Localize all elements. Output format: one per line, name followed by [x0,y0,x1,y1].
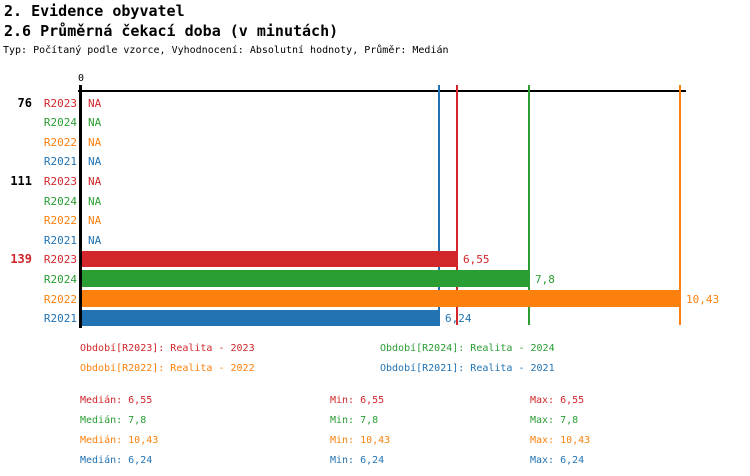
chart-row: R2024 NA [0,191,750,211]
page-title: 2. Evidence obyvatel [4,2,185,20]
na-value: NA [88,174,102,188]
na-value: NA [88,194,102,208]
na-value: NA [88,233,102,247]
na-value: NA [88,155,102,169]
chart-row: 76 R2023 NA [0,93,750,113]
na-value: NA [88,116,102,130]
group-label: 139 [10,252,32,267]
legend-item-R2021: Období[R2021]: Realita - 2021 [380,362,555,374]
axis-zero-label: 0 [77,73,85,84]
series-label: R2022 [43,292,77,306]
series-label: R2024 [43,194,77,208]
gridline-R2024 [527,85,530,325]
na-value: NA [88,135,102,149]
na-value: NA [88,96,102,110]
legend-item-R2022: Období[R2022]: Realita - 2022 [80,362,255,374]
stat-max-R2023: Max: 6,55 [530,395,585,406]
series-label: R2023 [43,96,77,110]
chart-row: 139 R2023 6,55 [0,249,750,269]
bar-R2023 [82,250,458,268]
series-label: R2023 [43,174,77,188]
chart-row: R2022 NA [0,210,750,230]
series-label: R2022 [43,214,77,228]
stat-median-R2023: Medián: 6,55 [80,395,153,406]
chart-row: R2021 NA [0,230,750,250]
gridline-R2021 [438,85,441,325]
bar-R2021 [82,309,440,327]
stat-median-R2024: Medián: 7,8 [80,414,147,426]
chart-row: R2021 NA [0,151,750,171]
series-label: R2024 [43,116,77,130]
chart-row: R2024 7,8 [0,269,750,289]
bar-R2022 [82,290,681,307]
na-value: NA [88,214,102,228]
series-label: R2024 [43,272,77,286]
chart-title: 2.6 Průměrná čekací doba (v minutách) [4,22,339,40]
group-label: 76 [17,95,32,110]
series-label: R2022 [43,135,77,149]
axis-line-horizontal [78,90,686,92]
chart-meta: Typ: Počítaný podle vzorce, Vyhodnocení:… [3,45,449,56]
bar-chart: 0 76 R2023 NA R2024 NA R2022 NA R2021 NA 111 R2023… [0,73,750,328]
chart-row: R2021 6,24 [0,308,750,328]
stat-median-R2021: Medián: 6,24 [80,454,153,466]
axis-line-vertical [79,85,82,328]
stat-max-R2021: Max: 6,24 [530,454,585,466]
bar-value-label: 7,8 [535,272,555,286]
series-label: R2021 [43,312,77,326]
chart-row: 111 R2023 NA [0,171,750,191]
gridline-R2022 [678,85,681,325]
bar-value-label: 10,43 [686,292,720,306]
stat-min-R2022: Min: 10,43 [330,434,391,446]
series-label: R2021 [43,233,77,247]
stat-max-R2024: Max: 7,8 [530,414,579,426]
stat-median-R2022: Medián: 10,43 [80,434,159,446]
chart-row: R2024 NA [0,112,750,132]
chart-row: R2022 NA [0,132,750,152]
chart-row: R2022 10,43 [0,289,750,309]
stat-min-R2024: Min: 7,8 [330,414,379,426]
bar-value-label: 6,24 [445,312,472,326]
legend-item-R2023: Období[R2023]: Realita - 2023 [80,343,255,354]
group-label: 111 [10,173,32,188]
stat-min-R2021: Min: 6,24 [330,454,385,466]
series-label: R2021 [43,155,77,169]
bar-value-label: 6,55 [463,253,490,267]
stat-min-R2023: Min: 6,55 [330,395,385,406]
gridline-R2023 [456,85,459,325]
bar-R2024 [82,270,530,287]
stat-max-R2022: Max: 10,43 [530,434,591,446]
series-label: R2023 [43,253,77,267]
legend-item-R2024: Období[R2024]: Realita - 2024 [380,343,555,354]
